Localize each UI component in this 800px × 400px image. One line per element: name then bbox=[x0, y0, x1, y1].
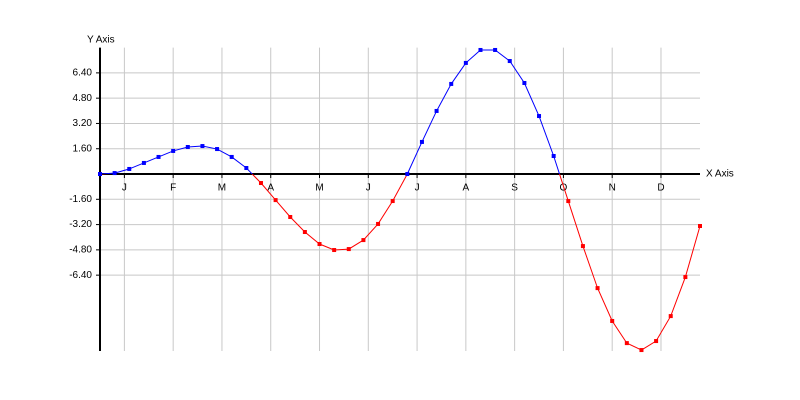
x-tick-label: N bbox=[609, 183, 616, 194]
y-tick-label: 1.60 bbox=[73, 143, 93, 154]
point bbox=[419, 139, 424, 144]
point bbox=[332, 248, 337, 253]
point bbox=[112, 171, 117, 176]
point bbox=[273, 198, 278, 203]
y-tick-label: -1.60 bbox=[69, 194, 92, 205]
point bbox=[551, 154, 556, 159]
point bbox=[507, 59, 512, 64]
point bbox=[302, 230, 307, 235]
point bbox=[522, 80, 527, 85]
point bbox=[537, 114, 542, 119]
x-tick-label: J bbox=[415, 183, 420, 194]
point bbox=[405, 172, 410, 177]
point bbox=[478, 47, 483, 52]
y-tick-label: -6.40 bbox=[69, 270, 92, 281]
point bbox=[595, 286, 600, 291]
point bbox=[390, 199, 395, 204]
point bbox=[361, 238, 366, 243]
point bbox=[610, 318, 615, 323]
line-above bbox=[99, 49, 561, 175]
point bbox=[288, 214, 293, 219]
point bbox=[200, 144, 205, 149]
point bbox=[639, 348, 644, 353]
x-tick-label: A bbox=[463, 183, 470, 194]
point bbox=[698, 224, 702, 229]
point bbox=[229, 154, 234, 159]
point bbox=[141, 160, 146, 165]
x-tick-label: J bbox=[122, 183, 127, 194]
point bbox=[493, 47, 498, 52]
y-tick-label: 3.20 bbox=[73, 118, 93, 129]
point bbox=[566, 199, 571, 204]
x-tick-label: D bbox=[657, 183, 664, 194]
point bbox=[449, 81, 454, 86]
point bbox=[654, 339, 659, 344]
x-tick-label: O bbox=[560, 183, 568, 194]
x-tick-label: M bbox=[315, 183, 323, 194]
point bbox=[463, 60, 468, 65]
y-tick-label: 4.80 bbox=[73, 93, 93, 104]
x-tick-label: J bbox=[366, 183, 371, 194]
point bbox=[346, 247, 351, 252]
point bbox=[624, 341, 629, 346]
point bbox=[376, 221, 381, 226]
y-tick-label: -4.80 bbox=[69, 245, 92, 256]
point bbox=[185, 144, 190, 149]
point bbox=[317, 242, 322, 247]
x-tick-label: M bbox=[218, 183, 226, 194]
point bbox=[683, 275, 688, 280]
x-axis-title: X Axis bbox=[706, 169, 734, 180]
point bbox=[668, 314, 673, 319]
point bbox=[434, 108, 439, 113]
point bbox=[171, 148, 176, 153]
point bbox=[244, 166, 249, 171]
line-below bbox=[99, 174, 701, 351]
y-tick-label: -3.20 bbox=[69, 219, 92, 230]
point bbox=[258, 181, 263, 186]
point bbox=[580, 244, 585, 249]
x-tick-label: F bbox=[170, 183, 176, 194]
x-tick-label: S bbox=[511, 183, 518, 194]
point bbox=[127, 166, 132, 171]
point bbox=[156, 154, 161, 159]
point bbox=[215, 147, 220, 152]
y-tick-label: 6.40 bbox=[73, 68, 93, 79]
x-tick-label: A bbox=[267, 183, 274, 194]
point bbox=[98, 172, 102, 177]
y-axis-title: Y Axis bbox=[87, 35, 115, 46]
